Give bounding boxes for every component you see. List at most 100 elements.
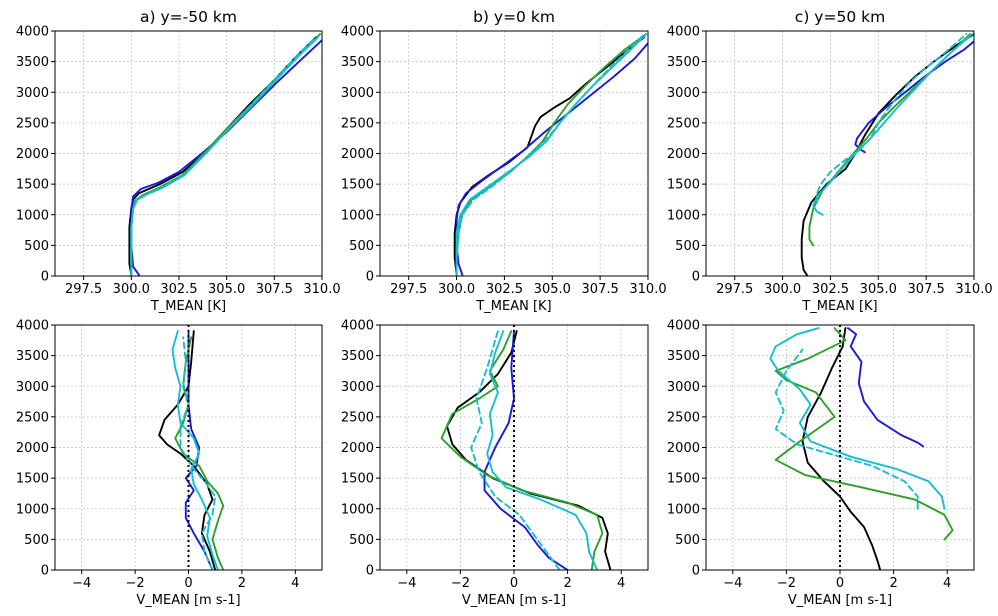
- p5-series-line-2: [774, 327, 954, 541]
- p0-series-line-2: [130, 33, 322, 276]
- p2-ytick-label-3: 1500: [667, 178, 700, 193]
- p1-xtick-label-3: 305.0: [534, 282, 571, 297]
- p0-ytick-label-3: 1500: [16, 178, 49, 193]
- panel-f: −4 −2 0 2 4 0 500 1000 1500 2000 2500 3000 3500 4000 V…: [667, 319, 975, 608]
- p2-ytick-label-8: 4000: [667, 25, 700, 40]
- p1-ytick-label-4: 2000: [341, 147, 374, 162]
- p3-xlabel: V_MEAN [m s-1]: [136, 593, 240, 608]
- p3-xtick-label-2: 0: [184, 576, 192, 591]
- p1-ytick-label-5: 2500: [341, 116, 374, 131]
- p2-ytick-label-7: 3500: [667, 55, 700, 70]
- p3-xtick-label-4: 4: [291, 576, 299, 591]
- p5-ytick-label-7: 3500: [667, 349, 700, 364]
- p1-xtick-label-1: 300.0: [438, 282, 475, 297]
- p5-ytick-label-4: 2000: [667, 441, 700, 456]
- panel-a: 297.5 300.0 302.5 305.0 307.5 310.0 0 500 1000 15…: [16, 8, 341, 314]
- p1-xtick-label-0: 297.5: [390, 282, 427, 297]
- p2-title: c) y=50 km: [795, 8, 885, 26]
- p3-series-line-4: [179, 336, 217, 570]
- p3-ytick-label-1: 500: [24, 533, 49, 548]
- p5-ytick-label-5: 2500: [667, 410, 700, 425]
- p4-xlabel: V_MEAN [m s-1]: [462, 593, 566, 608]
- p0-xlabel: T_MEAN [K]: [150, 299, 226, 314]
- p2-series-line-1: [854, 40, 974, 154]
- p1-ytick-label-3: 1500: [341, 178, 374, 193]
- p5-ytick-label-3: 1500: [667, 472, 700, 487]
- p2-xtick-label-1: 300.0: [764, 282, 801, 297]
- p1-series-line-0: [453, 36, 646, 276]
- panel-b: 297.5 300.0 302.5 305.0 307.5 310.0 0 500 1000 15…: [341, 8, 667, 314]
- p3-xtick-label-0: −4: [72, 576, 91, 591]
- p0-xtick-label-3: 305.0: [208, 282, 245, 297]
- p0-ytick-label-6: 3000: [16, 86, 49, 101]
- p1-ytick-label-8: 4000: [341, 25, 374, 40]
- p0-ytick-label-4: 2000: [16, 147, 49, 162]
- p1-ytick-label-2: 1000: [341, 208, 374, 223]
- p2-ytick-label-2: 1000: [667, 208, 700, 223]
- p5-xlabel: V_MEAN [m s-1]: [788, 593, 892, 608]
- p0-xtick-label-2: 302.5: [160, 282, 197, 297]
- p4-series-line-4: [470, 330, 561, 570]
- p3-ytick-label-4: 2000: [16, 441, 49, 456]
- p4-series-line-2: [440, 330, 604, 570]
- p3-ytick-label-7: 3500: [16, 349, 49, 364]
- p0-xtick-label-5: 310.0: [303, 282, 340, 297]
- p1-ytick-label-1: 500: [349, 239, 374, 254]
- p3-ytick-label-3: 1500: [16, 472, 49, 487]
- p1-ytick-label-7: 3500: [341, 55, 374, 70]
- p0-series-group: [128, 33, 322, 276]
- p1-xtick-label-2: 302.5: [486, 282, 523, 297]
- p2-ytick-label-4: 2000: [667, 147, 700, 162]
- p3-series-line-3: [171, 330, 219, 570]
- p0-ytick-label-1: 500: [24, 239, 49, 254]
- p0-ytick-label-8: 4000: [16, 25, 49, 40]
- p3-xtick-label-1: −2: [126, 576, 145, 591]
- p4-ytick-label-1: 500: [349, 533, 374, 548]
- p4-ytick-label-8: 4000: [341, 319, 374, 334]
- p2-xtick-label-0: 297.5: [716, 282, 753, 297]
- p3-ytick-label-6: 3000: [16, 380, 49, 395]
- p3-ytick-label-5: 2500: [16, 410, 49, 425]
- p4-series-group: [440, 330, 612, 570]
- p2-series-line-2: [808, 33, 972, 247]
- p4-xtick-label-0: −4: [397, 576, 416, 591]
- p4-ytick-label-4: 2000: [341, 441, 374, 456]
- p2-series-line-4: [816, 33, 968, 204]
- p2-series-line-0: [800, 33, 974, 276]
- p0-ytick-label-2: 1000: [16, 208, 49, 223]
- p2-series-group: [800, 33, 974, 276]
- p5-series-line-3: [769, 327, 946, 510]
- p5-series-line-1: [847, 327, 925, 448]
- p3-ytick-label-2: 1000: [16, 502, 49, 517]
- panel-d: −4 −2 0 2 4 0 500 1000 1500 2000 2500 3000 3500 4000 V…: [16, 319, 323, 608]
- p3-ytick-label-0: 0: [41, 564, 49, 579]
- p0-xtick-label-0: 297.5: [65, 282, 102, 297]
- p5-xtick-label-0: −4: [723, 576, 742, 591]
- p1-xtick-label-5: 310.0: [629, 282, 666, 297]
- p4-series-line-1: [483, 330, 569, 570]
- p1-title: b) y=0 km: [473, 8, 555, 26]
- p5-xtick-label-4: 4: [943, 576, 951, 591]
- p1-ytick-label-0: 0: [366, 270, 374, 285]
- p4-ytick-label-3: 1500: [341, 472, 374, 487]
- p4-xtick-label-3: 2: [563, 576, 571, 591]
- p0-title: a) y=-50 km: [140, 8, 237, 26]
- p4-xtick-label-1: −2: [451, 576, 470, 591]
- p5-xtick-label-2: 0: [836, 576, 844, 591]
- p2-xlabel: T_MEAN [K]: [801, 299, 877, 314]
- p4-series-line-3: [486, 330, 599, 570]
- p5-ytick-label-0: 0: [692, 564, 700, 579]
- p2-xtick-label-3: 305.0: [860, 282, 897, 297]
- p5-ytick-label-1: 500: [675, 533, 700, 548]
- p1-series-line-4: [455, 33, 646, 276]
- p1-xtick-label-4: 307.5: [582, 282, 619, 297]
- p4-xtick-label-2: 0: [510, 576, 518, 591]
- panel-c: 297.5 300.0 302.5 305.0 307.5 310.0 0 500 1000 15…: [667, 8, 993, 314]
- p4-ytick-label-7: 3500: [341, 349, 374, 364]
- p0-ytick-label-7: 3500: [16, 55, 49, 70]
- p0-series-line-4: [130, 37, 316, 276]
- p5-xtick-label-3: 2: [889, 576, 897, 591]
- p5-ytick-label-8: 4000: [667, 319, 700, 334]
- p5-series-line-4: [774, 348, 919, 510]
- p2-xtick-label-2: 302.5: [812, 282, 849, 297]
